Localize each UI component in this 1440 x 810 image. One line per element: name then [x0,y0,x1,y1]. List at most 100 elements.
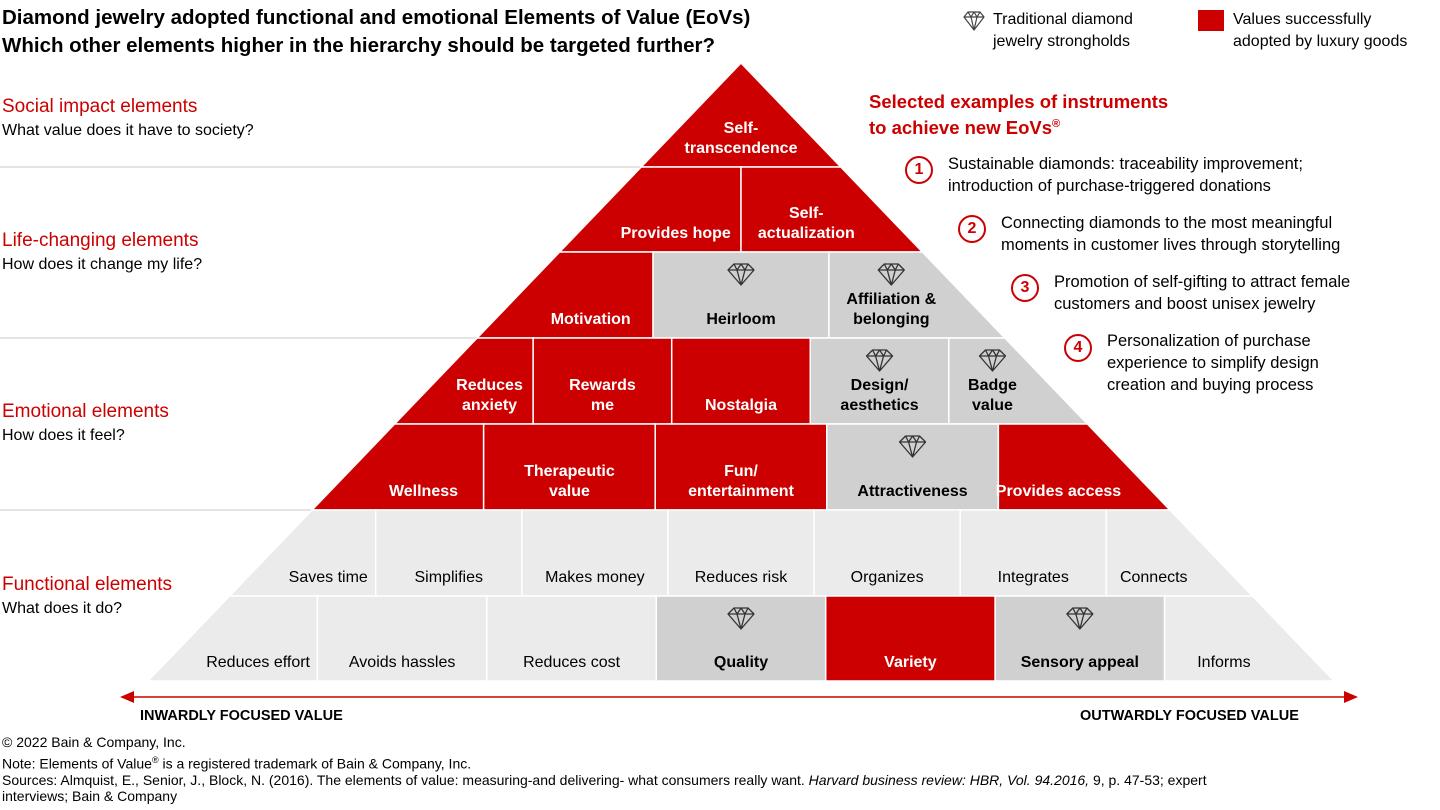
element-label: belonging [853,311,929,328]
element-therapeutic-value: Therapeutic value [482,423,656,511]
element-label: Badge [968,377,1017,394]
element-self-actualization: Self-actualization [740,166,925,253]
element-reduces-anxiety: Reduces anxiety [392,337,534,425]
arrow-left-head [120,691,134,703]
element-wellness: Wellness [310,423,485,511]
example-number-2: 2 [958,215,986,243]
tier-life-changing-question: How does it change my life? [2,256,203,273]
element-connects: Connects [1105,509,1255,597]
value-axis-arrow [120,691,1358,703]
element-label: Nostalgia [705,397,777,414]
pyramid-row-7: Reduces effort Avoids hassles Reduces cost… [146,595,1336,682]
tier-functional-name: Functional elements [2,574,173,595]
element-label: Attractiveness [857,483,967,500]
element-label: actualization [758,225,855,242]
element-provides-access: Provides access [996,423,1172,511]
element-badge-value: Badge value [948,337,1090,425]
element-informs: Informs [1163,595,1336,682]
element-label: Variety [884,654,937,671]
element-label: value [549,483,590,500]
tier-functional-question: What does it do? [2,600,123,617]
axis-left-label: INWARDLY FOCUSED VALUE [140,708,343,724]
element-label: Reduces cost [523,654,620,671]
element-label: aesthetics [840,397,918,414]
diamond-icon [727,263,755,286]
pyramid-row-1: Self-transcendence [639,61,843,168]
element-label: Therapeutic [524,463,615,480]
element-attractiveness: Attractiveness [826,423,1000,511]
element-label: anxiety [462,397,517,414]
element-label: Connects [1120,569,1188,586]
element-fun-entertainment: Fun/entertainment [654,423,828,511]
example-number-1: 1 [905,156,933,184]
element-rewards-me: Rewards me [532,337,673,425]
element-makes-money: Makes money [521,509,669,597]
footer-copyright: © 2022 Bain & Company, Inc. [2,734,186,750]
element-design-aesthetics: Design/aesthetics [809,337,950,425]
element-label: Self- [724,120,759,137]
diamond-icon [898,435,927,458]
legend-adopted-label: Values successfully adopted by luxury go… [1233,11,1408,50]
element-sensory-appeal: Sensory appeal [994,595,1166,682]
element-nostalgia: Nostalgia [670,337,812,425]
tier-emotional-name: Emotional elements [2,401,169,422]
example-text-1: Sustainable diamonds: traceability impro… [948,155,1303,195]
element-organizes: Organizes [813,509,961,597]
example-text-4: Personalization of purchase experience t… [1107,332,1319,394]
tier-social-name: Social impact elements [2,96,198,117]
element-label: Reduces effort [206,654,310,671]
pyramid-row-6: Saves time Simplifies Makes money Reduces r… [227,509,1255,597]
element-label: transcendence [685,140,798,157]
element-reduces-risk: Reduces risk [667,509,815,597]
legend-adopted-swatch [1198,10,1224,31]
legend-traditional-label: Traditional diamond jewelry strongholds [993,11,1133,50]
diamond-icon [727,607,755,630]
element-integrates: Integrates [959,509,1108,597]
element-simplifies: Simplifies [374,509,523,597]
element-motivation: Motivation [475,251,654,339]
element-label: me [591,397,614,414]
footer-note: Note: Elements of Value® is a registered… [2,755,472,772]
element-quality: Quality [655,595,827,682]
footer-sources: Sources: Almquist, E., Senior, J., Block… [2,772,1207,804]
element-label: Informs [1197,654,1250,671]
element-self-transcendence: Self-transcendence [639,61,843,168]
example-number-4: 4 [1064,334,1092,362]
diamond-icon [978,349,1007,372]
axis-right-label: OUTWARDLY FOCUSED VALUE [1080,708,1299,724]
element-heirloom: Heirloom [652,251,830,339]
pyramid-row-2: Provides hope Self-actualization [557,166,925,253]
legend-diamond-icon [963,11,985,31]
element-reduces-effort: Reduces effort [146,595,319,682]
element-label: Heirloom [706,311,775,328]
tier-life-changing-name: Life-changing elements [2,230,199,251]
element-label: Reduces [456,377,523,394]
element-provides-hope: Provides hope [557,166,742,253]
example-text-2: Connecting diamonds to the most meaningf… [1001,214,1341,254]
element-label: Makes money [545,569,645,586]
element-label: Quality [714,654,768,671]
element-label: Simplifies [415,569,483,586]
diamond-icon [1066,607,1094,630]
element-label: Saves time [289,569,368,586]
pyramid-row-4: Reduces anxiety Rewards me Nostalgia Design/a… [392,337,1090,425]
diamond-icon [865,349,894,372]
element-label: Design/ [851,377,909,394]
element-label: Organizes [851,569,924,586]
element-label: Self- [789,205,824,222]
element-label: Avoids hassles [349,654,455,671]
element-label: value [972,397,1013,414]
element-cell [1163,595,1336,682]
page-title: Diamond jewelry adopted functional and e… [2,6,751,29]
element-label: Rewards [569,377,636,394]
element-avoids-hassles: Avoids hassles [316,595,488,682]
diamond-icon [877,263,905,286]
element-label: Provides hope [621,225,731,242]
element-label: Integrates [998,569,1069,586]
element-label: Sensory appeal [1021,654,1139,671]
element-label: entertainment [688,483,794,500]
element-label: Motivation [551,311,631,328]
pyramid-row-3: Motivation Heirloom Affiliation & belonging [475,251,1007,339]
pyramid-row-5: Wellness Therapeutic value Fun/entertainmen… [310,423,1172,511]
